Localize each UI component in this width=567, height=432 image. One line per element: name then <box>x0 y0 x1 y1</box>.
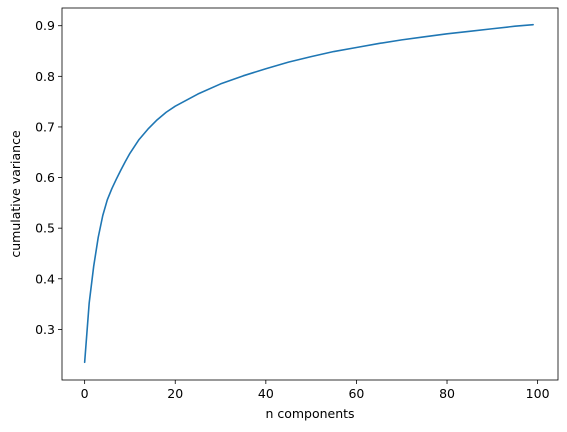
y-tick-label: 0.3 <box>35 322 55 337</box>
y-tick-label: 0.9 <box>35 18 55 33</box>
y-axis-label: cumulative variance <box>8 130 23 258</box>
x-tick-label: 60 <box>348 386 364 401</box>
x-tick-label: 0 <box>81 386 89 401</box>
series-line-0 <box>83 23 534 364</box>
y-tick-label: 0.8 <box>35 69 55 84</box>
y-tick-label: 0.7 <box>35 119 55 134</box>
x-tick-label: 20 <box>167 386 183 401</box>
x-tick-label: 80 <box>439 386 455 401</box>
y-tick-label: 0.4 <box>35 271 55 286</box>
y-tick-label: 0.6 <box>35 170 55 185</box>
x-axis-ticks: 0 20 40 60 80 100 <box>81 380 550 401</box>
x-axis-label: n components <box>265 406 354 421</box>
x-tick-label: 40 <box>258 386 274 401</box>
plot-area-border <box>61 7 559 381</box>
y-axis-ticks: 0.3 0.4 0.5 0.6 0.7 0.8 0.9 <box>35 18 62 337</box>
x-tick-label: 100 <box>526 386 550 401</box>
y-tick-label: 0.5 <box>35 221 55 236</box>
series-layer <box>83 23 534 364</box>
plot-frame <box>61 7 559 381</box>
